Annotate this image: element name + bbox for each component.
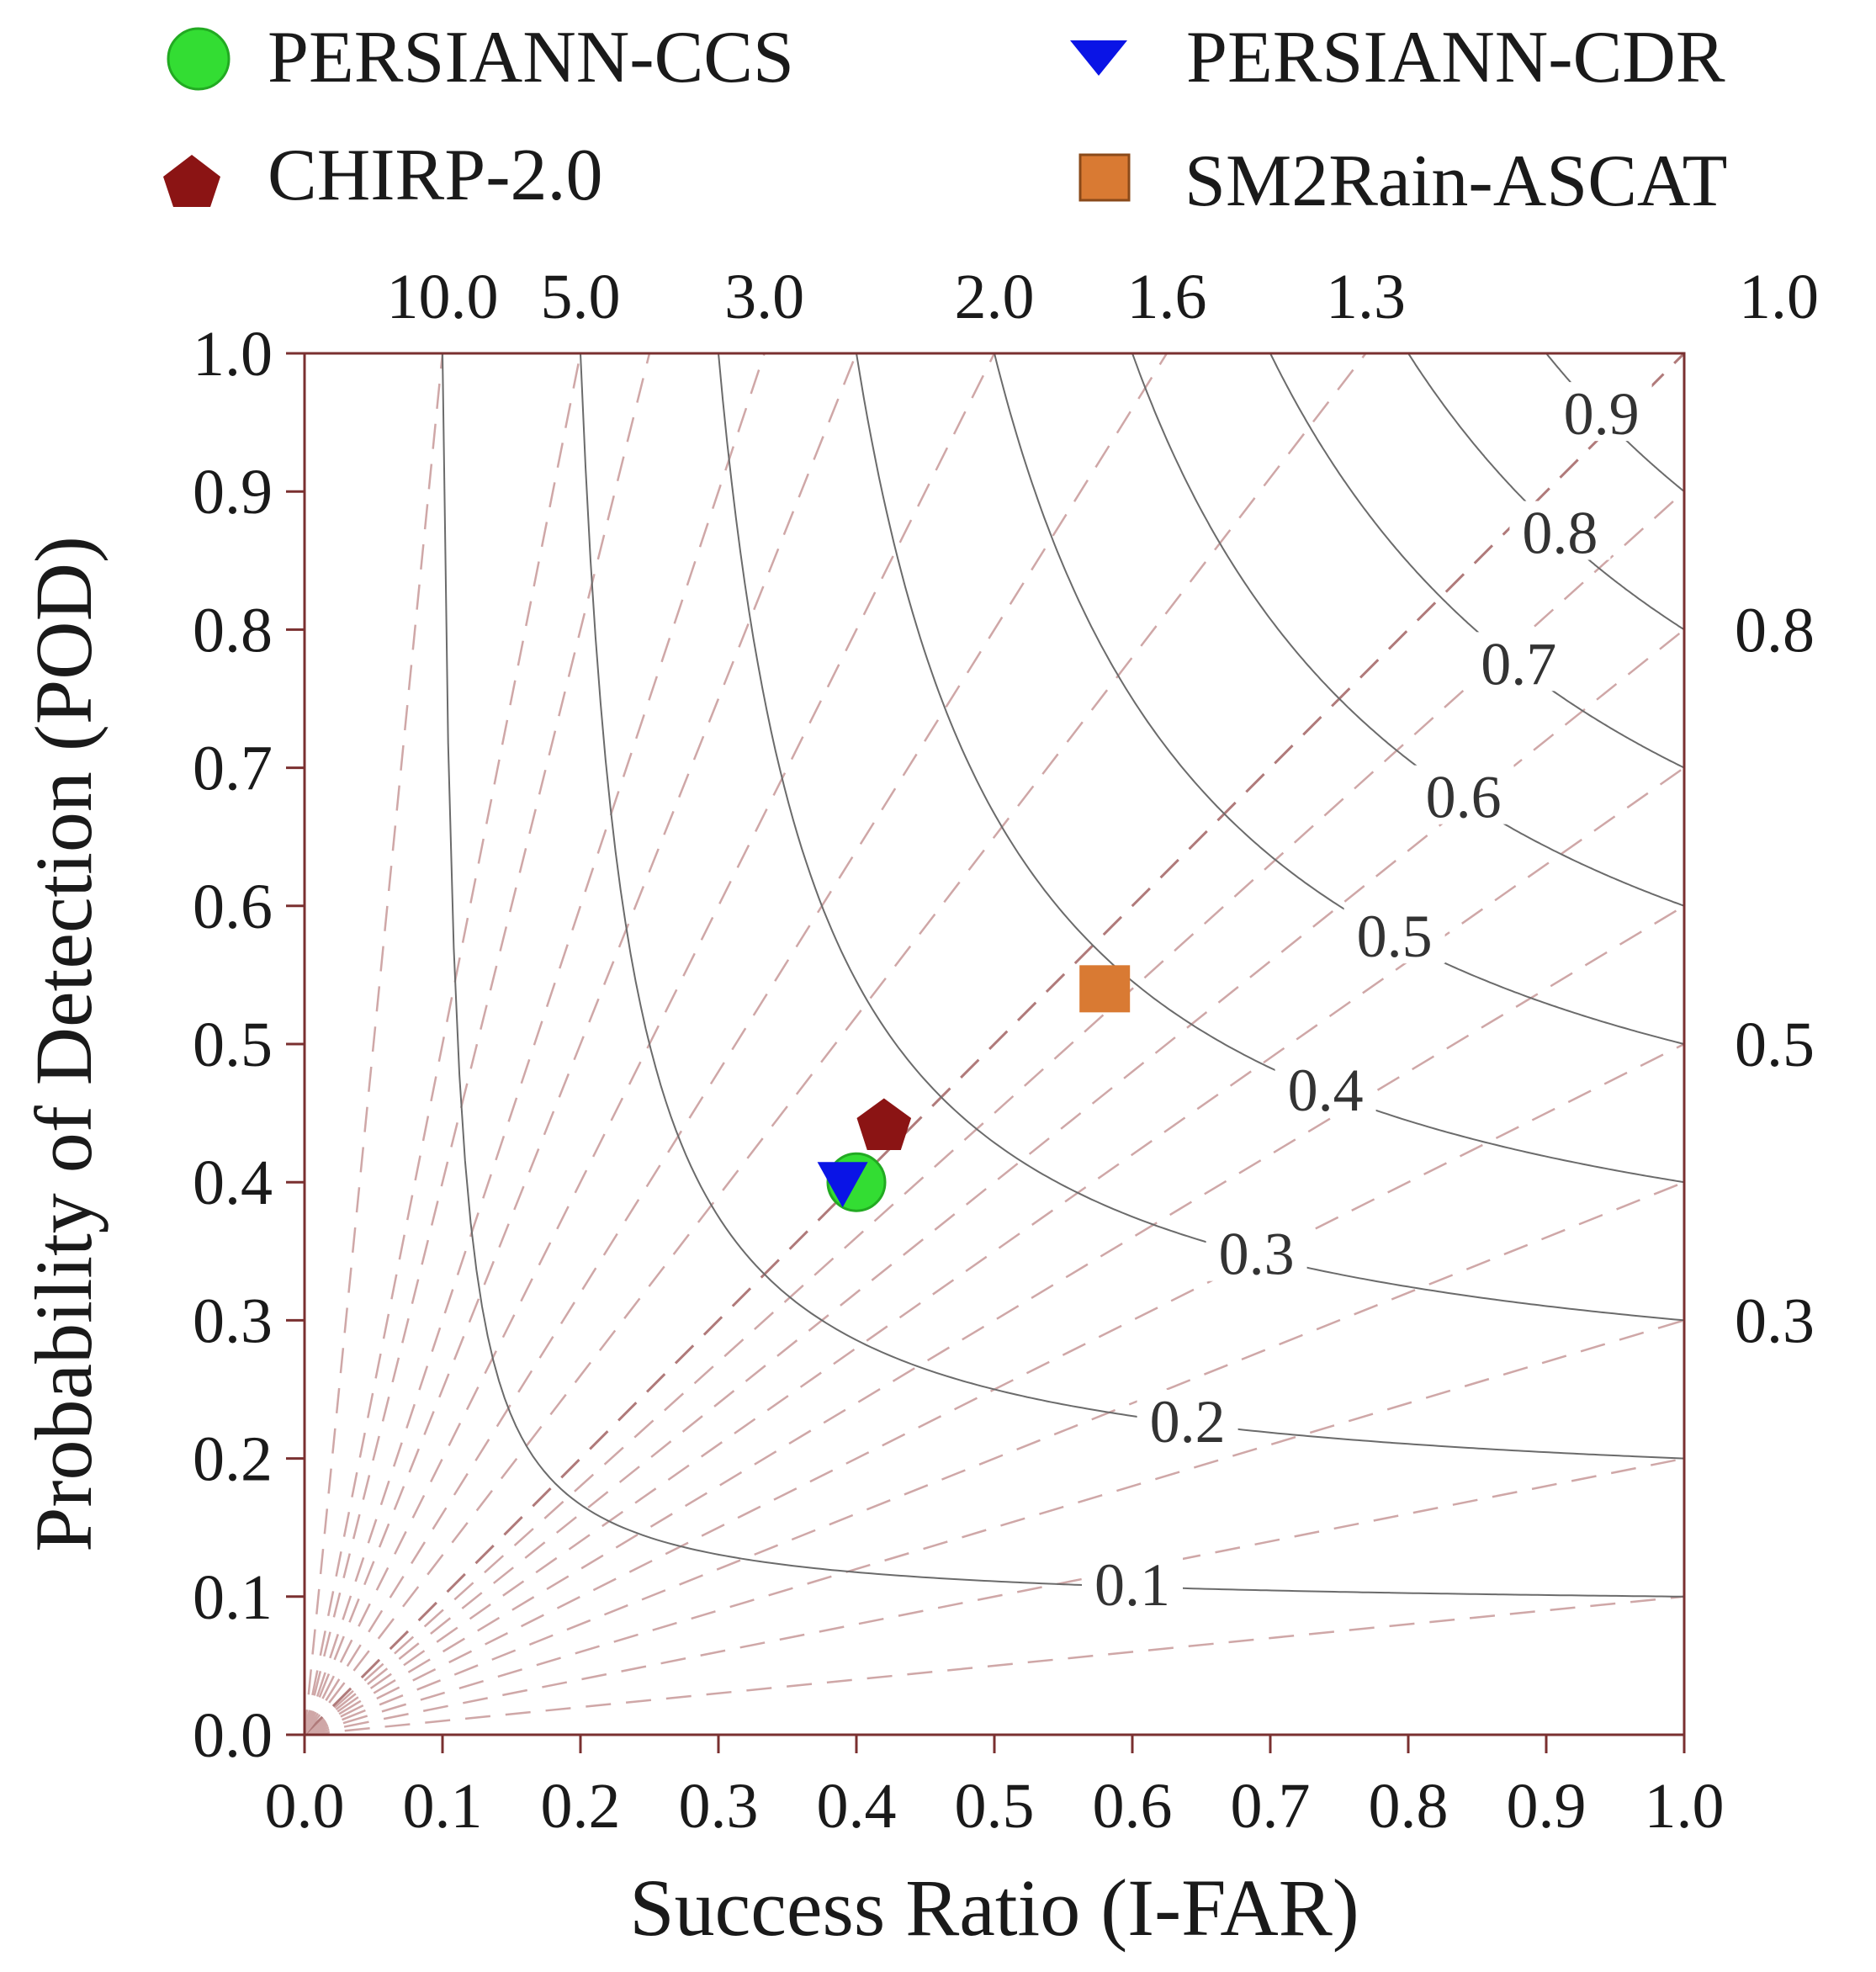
y-tick-label: 0.6: [193, 872, 273, 942]
bias-line-10: [305, 353, 444, 1735]
bias-line-1: [305, 353, 1684, 1735]
bias-labels-top: 10.0 5.0 3.0 2.0 1.6 1.3 1.0: [387, 262, 1820, 332]
bias-label-top: 1.0: [1739, 262, 1819, 332]
csi-label-bg: [1137, 1389, 1238, 1449]
y-tick-label: 0.1: [193, 1562, 273, 1633]
legend-marker-sm2rain: [1078, 153, 1131, 202]
x-axis: 0.0 0.1 0.2 0.3 0.4 0.5 0.6 0.7 0.8 0.9 1.0: [265, 1735, 1725, 1842]
x-tick-label: 0.1: [403, 1771, 483, 1842]
csi-label-bg: [1509, 501, 1611, 560]
csi-label: 0.6: [1426, 764, 1502, 831]
y-tick-label: 0.7: [193, 734, 273, 804]
x-tick-label: 0.6: [1093, 1771, 1173, 1842]
x-tick-label: 0.4: [817, 1771, 897, 1842]
point-sm2rain-ascat: [1079, 965, 1131, 1013]
csi-line-0-5: [994, 353, 1684, 1045]
csi-label-bg: [1468, 632, 1570, 692]
point-persiann-cdr: [817, 1162, 868, 1208]
y-tick-label: 0.5: [193, 1010, 273, 1080]
x-tick-label: 0.0: [265, 1771, 345, 1842]
bias-line-0-2: [305, 1457, 1684, 1735]
bias-line-0-9: [305, 490, 1684, 1735]
y-tick-label: 0.0: [193, 1700, 273, 1771]
x-tick-label: 0.7: [1231, 1771, 1311, 1842]
csi-label-bg: [1082, 1553, 1183, 1613]
x-tick-label: 0.8: [1369, 1771, 1449, 1842]
bias-label-top: 10.0: [387, 262, 499, 332]
csi-line-0-3: [718, 353, 1684, 1322]
bias-label-right: 0.3: [1735, 1286, 1815, 1356]
csi-label: 0.8: [1522, 500, 1598, 567]
bias-line-0-7: [305, 766, 1684, 1735]
y-tick-label: 0.2: [193, 1424, 273, 1495]
y-tick-label: 0.9: [193, 457, 273, 527]
bias-line-1-6: [305, 353, 1169, 1735]
csi-labels: 0.1 0.2 0.3 0.4 0.5 0.6 0.7 0.8 0.9: [1082, 380, 1652, 1619]
bias-label-top: 1.6: [1127, 262, 1207, 332]
csi-label-bg: [1343, 904, 1445, 964]
y-tick-label: 0.8: [193, 595, 273, 665]
legend-label-persiann-ccs: PERSIANN-CCS: [268, 17, 794, 98]
x-axis-title: Success Ratio (I-FAR): [629, 1863, 1359, 1953]
bias-line-0-6: [305, 904, 1684, 1735]
y-tick-label: 0.4: [193, 1148, 273, 1218]
csi-label: 0.4: [1288, 1057, 1364, 1124]
csi-label-bg: [1550, 382, 1652, 442]
bias-lines: [305, 353, 1684, 1735]
bias-label-right: 0.5: [1735, 1010, 1815, 1080]
csi-label: 0.5: [1357, 903, 1433, 970]
bias-label-top: 2.0: [955, 262, 1035, 332]
bias-line-0-4: [305, 1181, 1684, 1735]
bias-label-top: 3.0: [724, 262, 804, 332]
legend-marker-chirp: [163, 155, 220, 207]
csi-label-bg: [1412, 765, 1514, 824]
bias-line-1-3: [305, 353, 1367, 1735]
x-tick-label: 0.2: [541, 1771, 621, 1842]
bias-line-3: [305, 353, 766, 1735]
y-axis: 0.0 0.1 0.2 0.3 0.4 0.5 0.6 0.7 0.8 0.9 1.0: [193, 319, 305, 1771]
x-tick-label: 0.9: [1507, 1771, 1587, 1842]
csi-line-0-2: [580, 353, 1684, 1460]
bias-line-4: [305, 353, 651, 1735]
csi-label-bg: [1275, 1058, 1376, 1117]
point-chirp-2-0: [856, 1098, 912, 1150]
legend-label-chirp: CHIRP-2.0: [268, 135, 603, 216]
x-tick-label: 0.3: [679, 1771, 759, 1842]
y-tick-label: 1.0: [193, 319, 273, 390]
bias-line-5: [305, 353, 582, 1735]
csi-line-0-7: [1269, 353, 1684, 769]
legend-label-persiann-cdr: PERSIANN-CDR: [1186, 17, 1725, 98]
csi-line-0-6: [1131, 353, 1684, 907]
data-points: [817, 965, 1131, 1212]
csi-label: 0.9: [1564, 380, 1640, 448]
y-tick-label: 0.3: [193, 1286, 273, 1356]
x-tick-label: 0.5: [955, 1771, 1035, 1842]
csi-label: 0.2: [1150, 1388, 1226, 1455]
csi-label-bg: [1206, 1222, 1307, 1281]
y-axis-title: Probability of Detection (POD): [19, 536, 109, 1552]
csi-line-0-4: [856, 353, 1684, 1184]
bias-label-top: 1.3: [1326, 262, 1406, 332]
legend-marker-persiann-ccs: [167, 27, 231, 91]
x-tick-label: 1.0: [1645, 1771, 1725, 1842]
csi-line-0-1: [442, 353, 1684, 1598]
legend-label-sm2rain: SM2Rain-ASCAT: [1184, 140, 1727, 222]
csi-label: 0.1: [1094, 1551, 1170, 1619]
csi-label: 0.3: [1219, 1221, 1295, 1288]
csi-label: 0.7: [1481, 630, 1556, 697]
legend: PERSIANN-CCS PERSIANN-CDR CHIRP-2.0 SM2R…: [163, 17, 1727, 222]
bias-labels-right: 0.8 0.5 0.3: [1735, 595, 1815, 1356]
bias-line-2-5: [305, 353, 858, 1735]
bias-label-right: 0.8: [1735, 595, 1815, 665]
bias-line-0-1: [305, 1595, 1684, 1735]
bias-label-top: 5.0: [541, 262, 621, 332]
legend-marker-persiann-cdr: [1070, 40, 1127, 76]
